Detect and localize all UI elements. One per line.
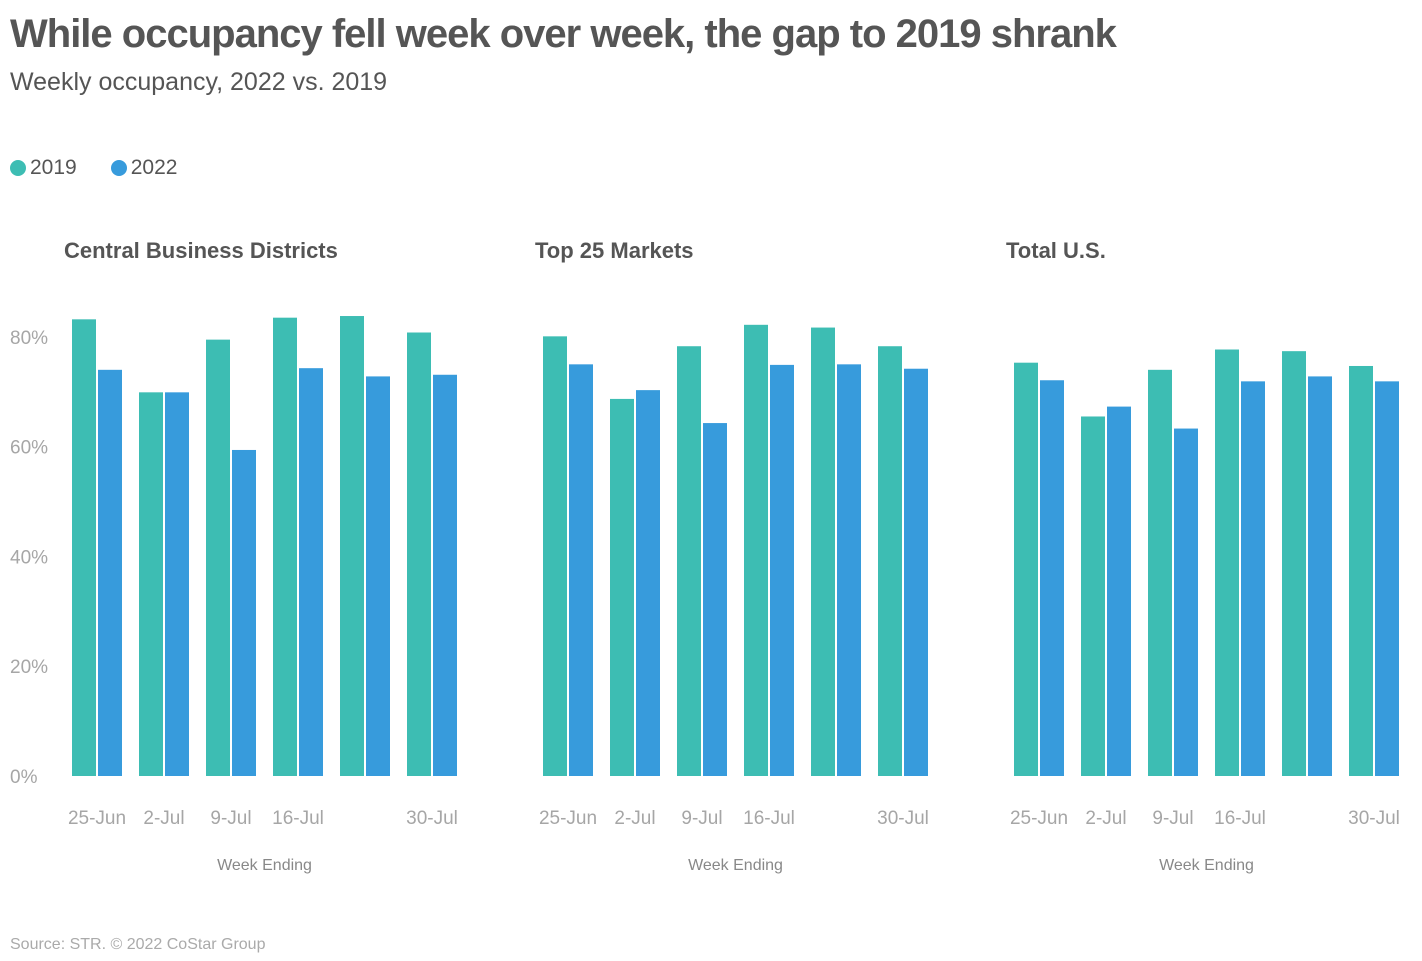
x-tick-label: 9-Jul <box>1152 808 1193 829</box>
bar-2019-2-Jul <box>139 392 163 776</box>
bar-2022-2-Jul <box>1107 406 1131 776</box>
y-tick-label: 60% <box>10 438 48 459</box>
source-note: Source: STR. © 2022 CoStar Group <box>10 936 266 953</box>
bar-2022-23-Jul <box>837 364 861 776</box>
legend-label-2019: 2019 <box>30 156 77 179</box>
bar-2019-16-Jul <box>273 317 297 776</box>
bar-2019-23-Jul <box>340 316 364 776</box>
bar-2019-16-Jul <box>744 324 768 776</box>
x-tick-label: 9-Jul <box>210 808 251 829</box>
legend-label-2022: 2022 <box>130 156 178 179</box>
x-tick-label: 25-Jun <box>1010 808 1068 829</box>
bar-2022-25-Jun <box>1040 380 1064 776</box>
legend-item-2019: 2019 <box>10 156 77 180</box>
x-axis-label: Week Ending <box>1159 857 1254 874</box>
x-tick-label: 9-Jul <box>681 808 722 829</box>
bar-2022-30-Jul <box>1375 381 1399 776</box>
chart-title: While occupancy fell week over week, the… <box>10 12 1117 56</box>
bar-2019-30-Jul <box>407 332 431 776</box>
bar-2019-23-Jul <box>1282 351 1306 776</box>
x-tick-label: 2-Jul <box>143 808 184 829</box>
bar-2022-23-Jul <box>1308 376 1332 776</box>
y-tick-label: 0% <box>10 767 38 788</box>
x-tick-label: 30-Jul <box>877 808 929 829</box>
y-tick-label: 20% <box>10 657 48 678</box>
panel-title: Total U.S. <box>1006 238 1106 263</box>
bar-2019-23-Jul <box>811 327 835 776</box>
bar-2019-2-Jul <box>610 398 634 776</box>
x-axis-label: Week Ending <box>217 857 312 874</box>
x-tick-label: 25-Jun <box>539 808 597 829</box>
bar-2019-9-Jul <box>206 339 230 776</box>
bar-2022-9-Jul <box>1174 428 1198 776</box>
bar-2022-16-Jul <box>1241 381 1265 776</box>
bar-2019-9-Jul <box>677 346 701 776</box>
x-axis-label: Week Ending <box>688 857 783 874</box>
panel-title: Top 25 Markets <box>535 238 694 263</box>
y-tick-label: 40% <box>10 547 48 568</box>
bar-2022-16-Jul <box>299 368 323 776</box>
bar-2022-30-Jul <box>433 374 457 776</box>
bar-2019-25-Jun <box>1014 362 1038 776</box>
y-tick-label: 80% <box>10 328 48 349</box>
bar-2019-25-Jun <box>543 336 567 776</box>
bar-2019-30-Jul <box>1349 365 1373 776</box>
bar-2022-2-Jul <box>636 390 660 776</box>
bar-2022-25-Jun <box>98 369 122 776</box>
bar-2022-16-Jul <box>770 364 794 776</box>
legend-swatch-2019 <box>10 160 26 176</box>
x-tick-label: 16-Jul <box>1214 808 1266 829</box>
legend-item-2022: 2022 <box>110 156 178 180</box>
x-tick-label: 16-Jul <box>272 808 324 829</box>
x-tick-label: 2-Jul <box>1085 808 1126 829</box>
panel-title: Central Business Districts <box>64 238 338 263</box>
bar-2022-30-Jul <box>904 368 928 776</box>
chart-subtitle: Weekly occupancy, 2022 vs. 2019 <box>10 68 388 96</box>
bar-2022-9-Jul <box>232 449 256 776</box>
x-tick-label: 16-Jul <box>743 808 795 829</box>
x-tick-label: 30-Jul <box>1348 808 1400 829</box>
x-tick-label: 25-Jun <box>68 808 126 829</box>
bar-2019-16-Jul <box>1215 349 1239 776</box>
bar-2019-9-Jul <box>1148 369 1172 776</box>
x-tick-label: 2-Jul <box>614 808 655 829</box>
bar-2022-2-Jul <box>165 392 189 776</box>
bar-2019-2-Jul <box>1081 416 1105 776</box>
bar-2022-9-Jul <box>703 423 727 776</box>
bar-2019-25-Jun <box>72 319 96 776</box>
bar-2019-30-Jul <box>878 346 902 776</box>
legend-swatch-2022 <box>110 160 127 176</box>
bar-2022-23-Jul <box>366 376 390 776</box>
bar-2022-25-Jun <box>569 364 593 776</box>
x-tick-label: 30-Jul <box>406 808 458 829</box>
legend: 2019 2022 <box>10 156 177 180</box>
